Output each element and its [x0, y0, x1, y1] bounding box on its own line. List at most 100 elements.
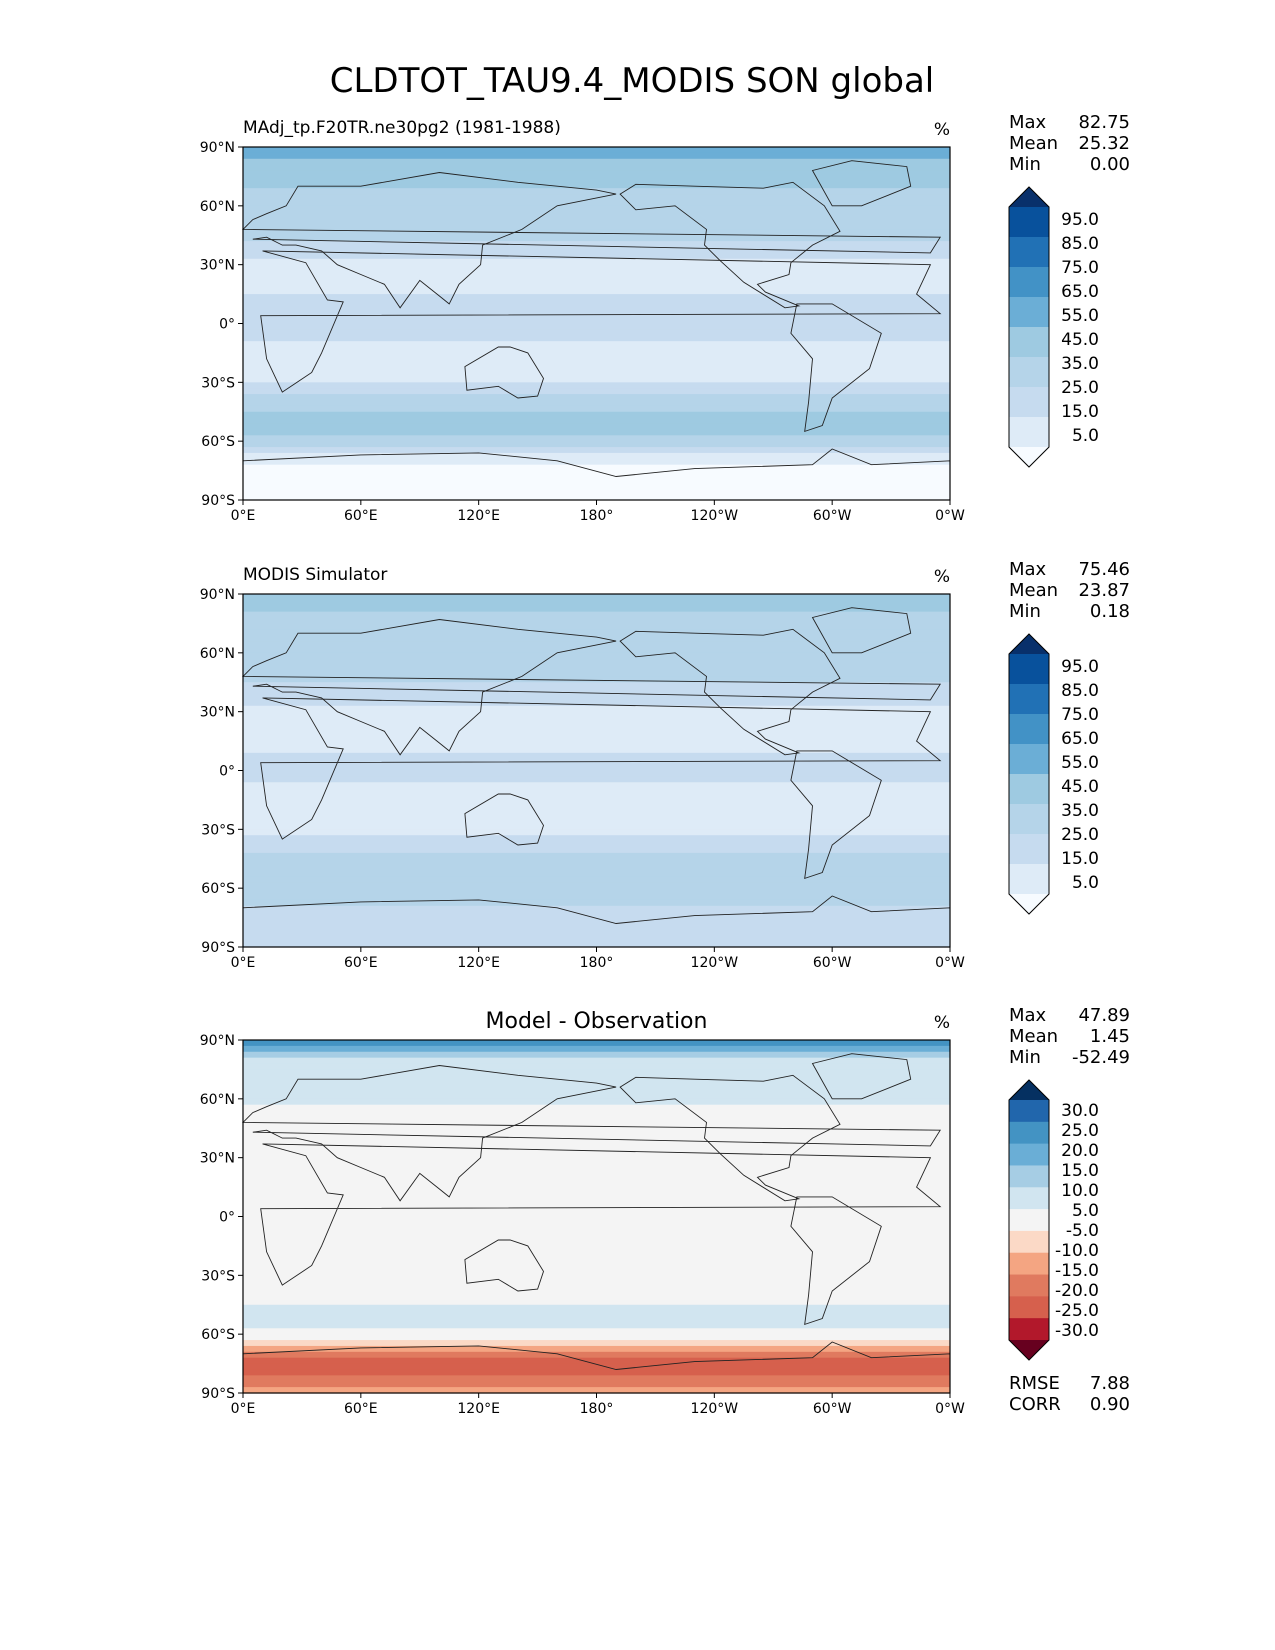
lat-band	[243, 194, 950, 201]
lat-band	[243, 776, 950, 783]
y-tick-label: 30°N	[200, 705, 235, 721]
y-tick-label: 90°N	[200, 1033, 235, 1049]
coastline	[619, 181, 841, 309]
lat-band	[243, 811, 950, 819]
lat-band	[243, 370, 950, 378]
lat-band	[243, 1040, 950, 1047]
lat-band	[243, 723, 950, 730]
units-label: %	[934, 120, 950, 140]
lat-band	[243, 1187, 950, 1194]
lat-band	[243, 1134, 950, 1141]
lat-band	[243, 1240, 950, 1247]
panel-1: 0°E 60°E 120°E 180° 120°W 60°W 0°W 90°N 60°N 30°N…	[200, 112, 1130, 524]
lat-band	[243, 494, 950, 501]
colorbar-tick-label: -25.0	[1055, 1301, 1099, 1321]
lat-band	[243, 229, 950, 236]
lat-band	[243, 1328, 950, 1335]
lat-band	[243, 1228, 950, 1235]
colorbar-segment	[1009, 1252, 1049, 1276]
lat-band	[243, 617, 950, 625]
lat-band	[243, 611, 950, 619]
lat-band	[243, 846, 950, 854]
colorbar-tick-label: 55.0	[1061, 753, 1099, 773]
lat-band	[243, 782, 950, 789]
stat-label: Mean	[1009, 133, 1058, 154]
lat-band	[243, 1234, 950, 1241]
colorbar-extend-min	[1009, 894, 1049, 914]
lat-band	[243, 1092, 950, 1100]
stat-label: Max	[1009, 1005, 1047, 1026]
units-label: %	[934, 1013, 950, 1033]
panel-3: 0°E 60°E 120°E 180° 120°W 60°W 0°W 90°N 60°N 30°N…	[200, 1005, 1130, 1417]
colorbar-segment	[1009, 834, 1049, 865]
colorbar-tick-label: 15.0	[1061, 1161, 1099, 1181]
colorbar-tick-label: 45.0	[1061, 777, 1099, 797]
colorbar-tick-label: 15.0	[1061, 402, 1099, 422]
lat-band	[243, 335, 950, 342]
x-tick-label: 180°	[580, 955, 614, 971]
y-tick-label: 0°	[219, 1210, 235, 1226]
coastline	[619, 628, 841, 756]
colorbar-segment	[1009, 357, 1049, 388]
lat-band	[243, 435, 950, 442]
colorbar-tick-label: 75.0	[1061, 705, 1099, 725]
y-tick-label: 90°N	[200, 587, 235, 603]
lat-band	[243, 670, 950, 677]
colorbar-segment	[1009, 327, 1049, 358]
coastline	[464, 346, 544, 399]
lat-band	[243, 1169, 950, 1176]
colorbar-segment	[1009, 774, 1049, 805]
coastline	[790, 303, 882, 433]
lat-band	[243, 364, 950, 372]
lat-band	[243, 252, 950, 260]
stat-value: 47.89	[1078, 1005, 1130, 1026]
lat-band	[243, 658, 950, 666]
lat-band	[243, 223, 950, 230]
stat-value: 25.32	[1078, 133, 1130, 154]
lat-band	[243, 317, 950, 325]
lat-band	[243, 917, 950, 925]
panels: 0°E 60°E 120°E 180° 120°W 60°W 0°W 90°N 60°N 30°N…	[200, 112, 1130, 1417]
lat-band	[243, 1292, 950, 1300]
stat-value: 82.75	[1078, 112, 1130, 133]
colorbar-tick-label: 25.0	[1061, 378, 1099, 398]
lat-band	[243, 699, 950, 707]
lat-band	[243, 405, 950, 413]
units-label: %	[934, 567, 950, 587]
lat-band	[243, 905, 950, 913]
stat-value: 75.46	[1078, 559, 1130, 580]
x-tick-label: 0°E	[231, 508, 256, 524]
lat-band	[243, 423, 950, 430]
stat-value: 0.00	[1090, 154, 1130, 175]
colorbar-tick-label: -5.0	[1066, 1221, 1099, 1241]
colorbar-segment	[1009, 1274, 1049, 1297]
lat-band	[243, 247, 950, 254]
lat-band	[243, 1281, 950, 1288]
x-tick-label: 60°E	[344, 508, 378, 524]
lat-band	[243, 1087, 950, 1094]
lat-band	[243, 1081, 950, 1088]
lat-band	[243, 664, 950, 672]
lat-band	[243, 235, 950, 242]
lat-band	[243, 1140, 950, 1147]
colorbar-tick-label: 85.0	[1061, 234, 1099, 254]
lat-band	[243, 1381, 950, 1388]
lat-band	[243, 188, 950, 195]
coastline	[260, 1143, 942, 1286]
colorbar-segment	[1009, 207, 1049, 238]
y-tick-label: 90°S	[201, 493, 235, 509]
lat-band	[243, 870, 950, 877]
colorbar-tick-label: 30.0	[1061, 1101, 1099, 1121]
colorbar-segment	[1009, 1230, 1049, 1254]
lat-band	[243, 1163, 950, 1171]
lat-band	[243, 1069, 950, 1076]
lat-band	[243, 894, 950, 901]
lat-band	[243, 429, 950, 436]
colorbar-tick-label: 5.0	[1072, 426, 1099, 446]
lat-band	[243, 1357, 950, 1365]
lat-band	[243, 352, 950, 360]
lat-band	[243, 646, 950, 654]
lat-band	[243, 288, 950, 295]
stat-label: Min	[1009, 1047, 1041, 1068]
lat-band	[243, 682, 950, 689]
